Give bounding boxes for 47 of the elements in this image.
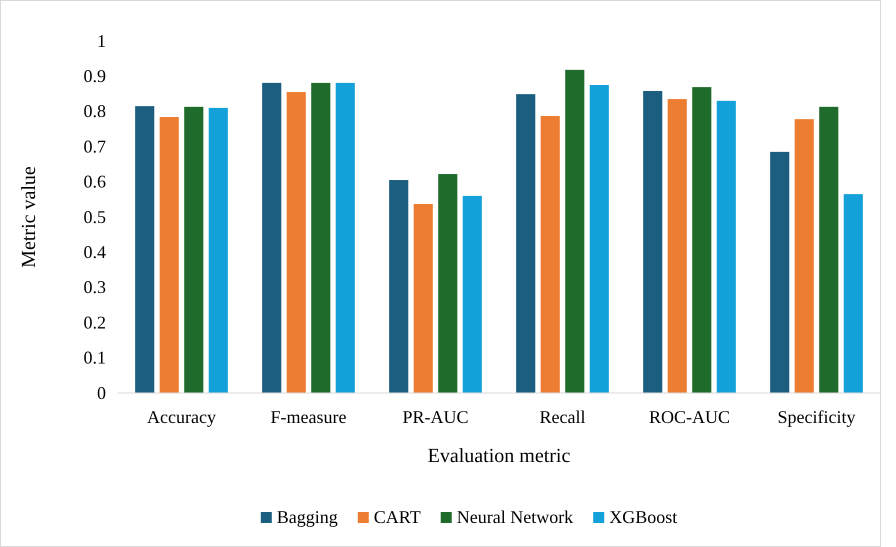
bar xyxy=(438,174,458,393)
x-tick-label: Recall xyxy=(540,406,586,427)
x-tick-label: PR-AUC xyxy=(402,406,469,427)
x-tick-label: F-measure xyxy=(270,406,346,427)
legend-label: CART xyxy=(374,507,421,527)
bar xyxy=(208,108,228,393)
y-tick-label: 0.4 xyxy=(84,242,106,262)
y-tick-label: 0.3 xyxy=(84,277,106,298)
bar xyxy=(286,92,306,393)
y-tick-label: 0.1 xyxy=(84,348,106,368)
bar xyxy=(135,106,154,393)
bar xyxy=(692,87,712,393)
x-tick-label: Specificity xyxy=(778,406,856,427)
y-axis-title: Metric value xyxy=(18,166,40,268)
bar xyxy=(716,100,736,393)
bar xyxy=(770,152,790,393)
y-tick-label: 1 xyxy=(97,30,106,51)
x-tick-label: ROC-AUC xyxy=(648,406,730,427)
bar xyxy=(336,82,355,393)
bar xyxy=(819,106,838,393)
bar xyxy=(184,106,204,393)
bar xyxy=(389,180,408,393)
bar xyxy=(462,196,482,393)
bar xyxy=(516,94,536,393)
y-tick-label: 0.9 xyxy=(84,66,106,86)
bar xyxy=(414,204,433,393)
bar xyxy=(844,194,863,393)
bar xyxy=(160,117,179,393)
x-axis-title: Evaluation metric xyxy=(428,445,570,467)
bar xyxy=(262,82,282,393)
y-tick-label: 0.8 xyxy=(84,101,106,122)
bar xyxy=(643,90,662,393)
legend-label: Bagging xyxy=(276,507,338,527)
y-tick-label: 0 xyxy=(97,382,106,403)
y-tick-label: 0.5 xyxy=(84,206,106,227)
bar xyxy=(540,116,560,393)
bar xyxy=(794,119,814,393)
legend-label: XGBoost xyxy=(609,507,678,527)
y-tick-label: 0.2 xyxy=(84,312,106,332)
bar xyxy=(311,82,330,393)
x-tick-label: Accuracy xyxy=(147,406,216,427)
legend-label: Neural Network xyxy=(456,507,574,527)
y-tick-label: 0.6 xyxy=(84,172,106,192)
bar xyxy=(565,70,584,393)
bar xyxy=(590,85,609,393)
y-tick-label: 0.7 xyxy=(84,136,106,156)
bar xyxy=(668,99,687,393)
